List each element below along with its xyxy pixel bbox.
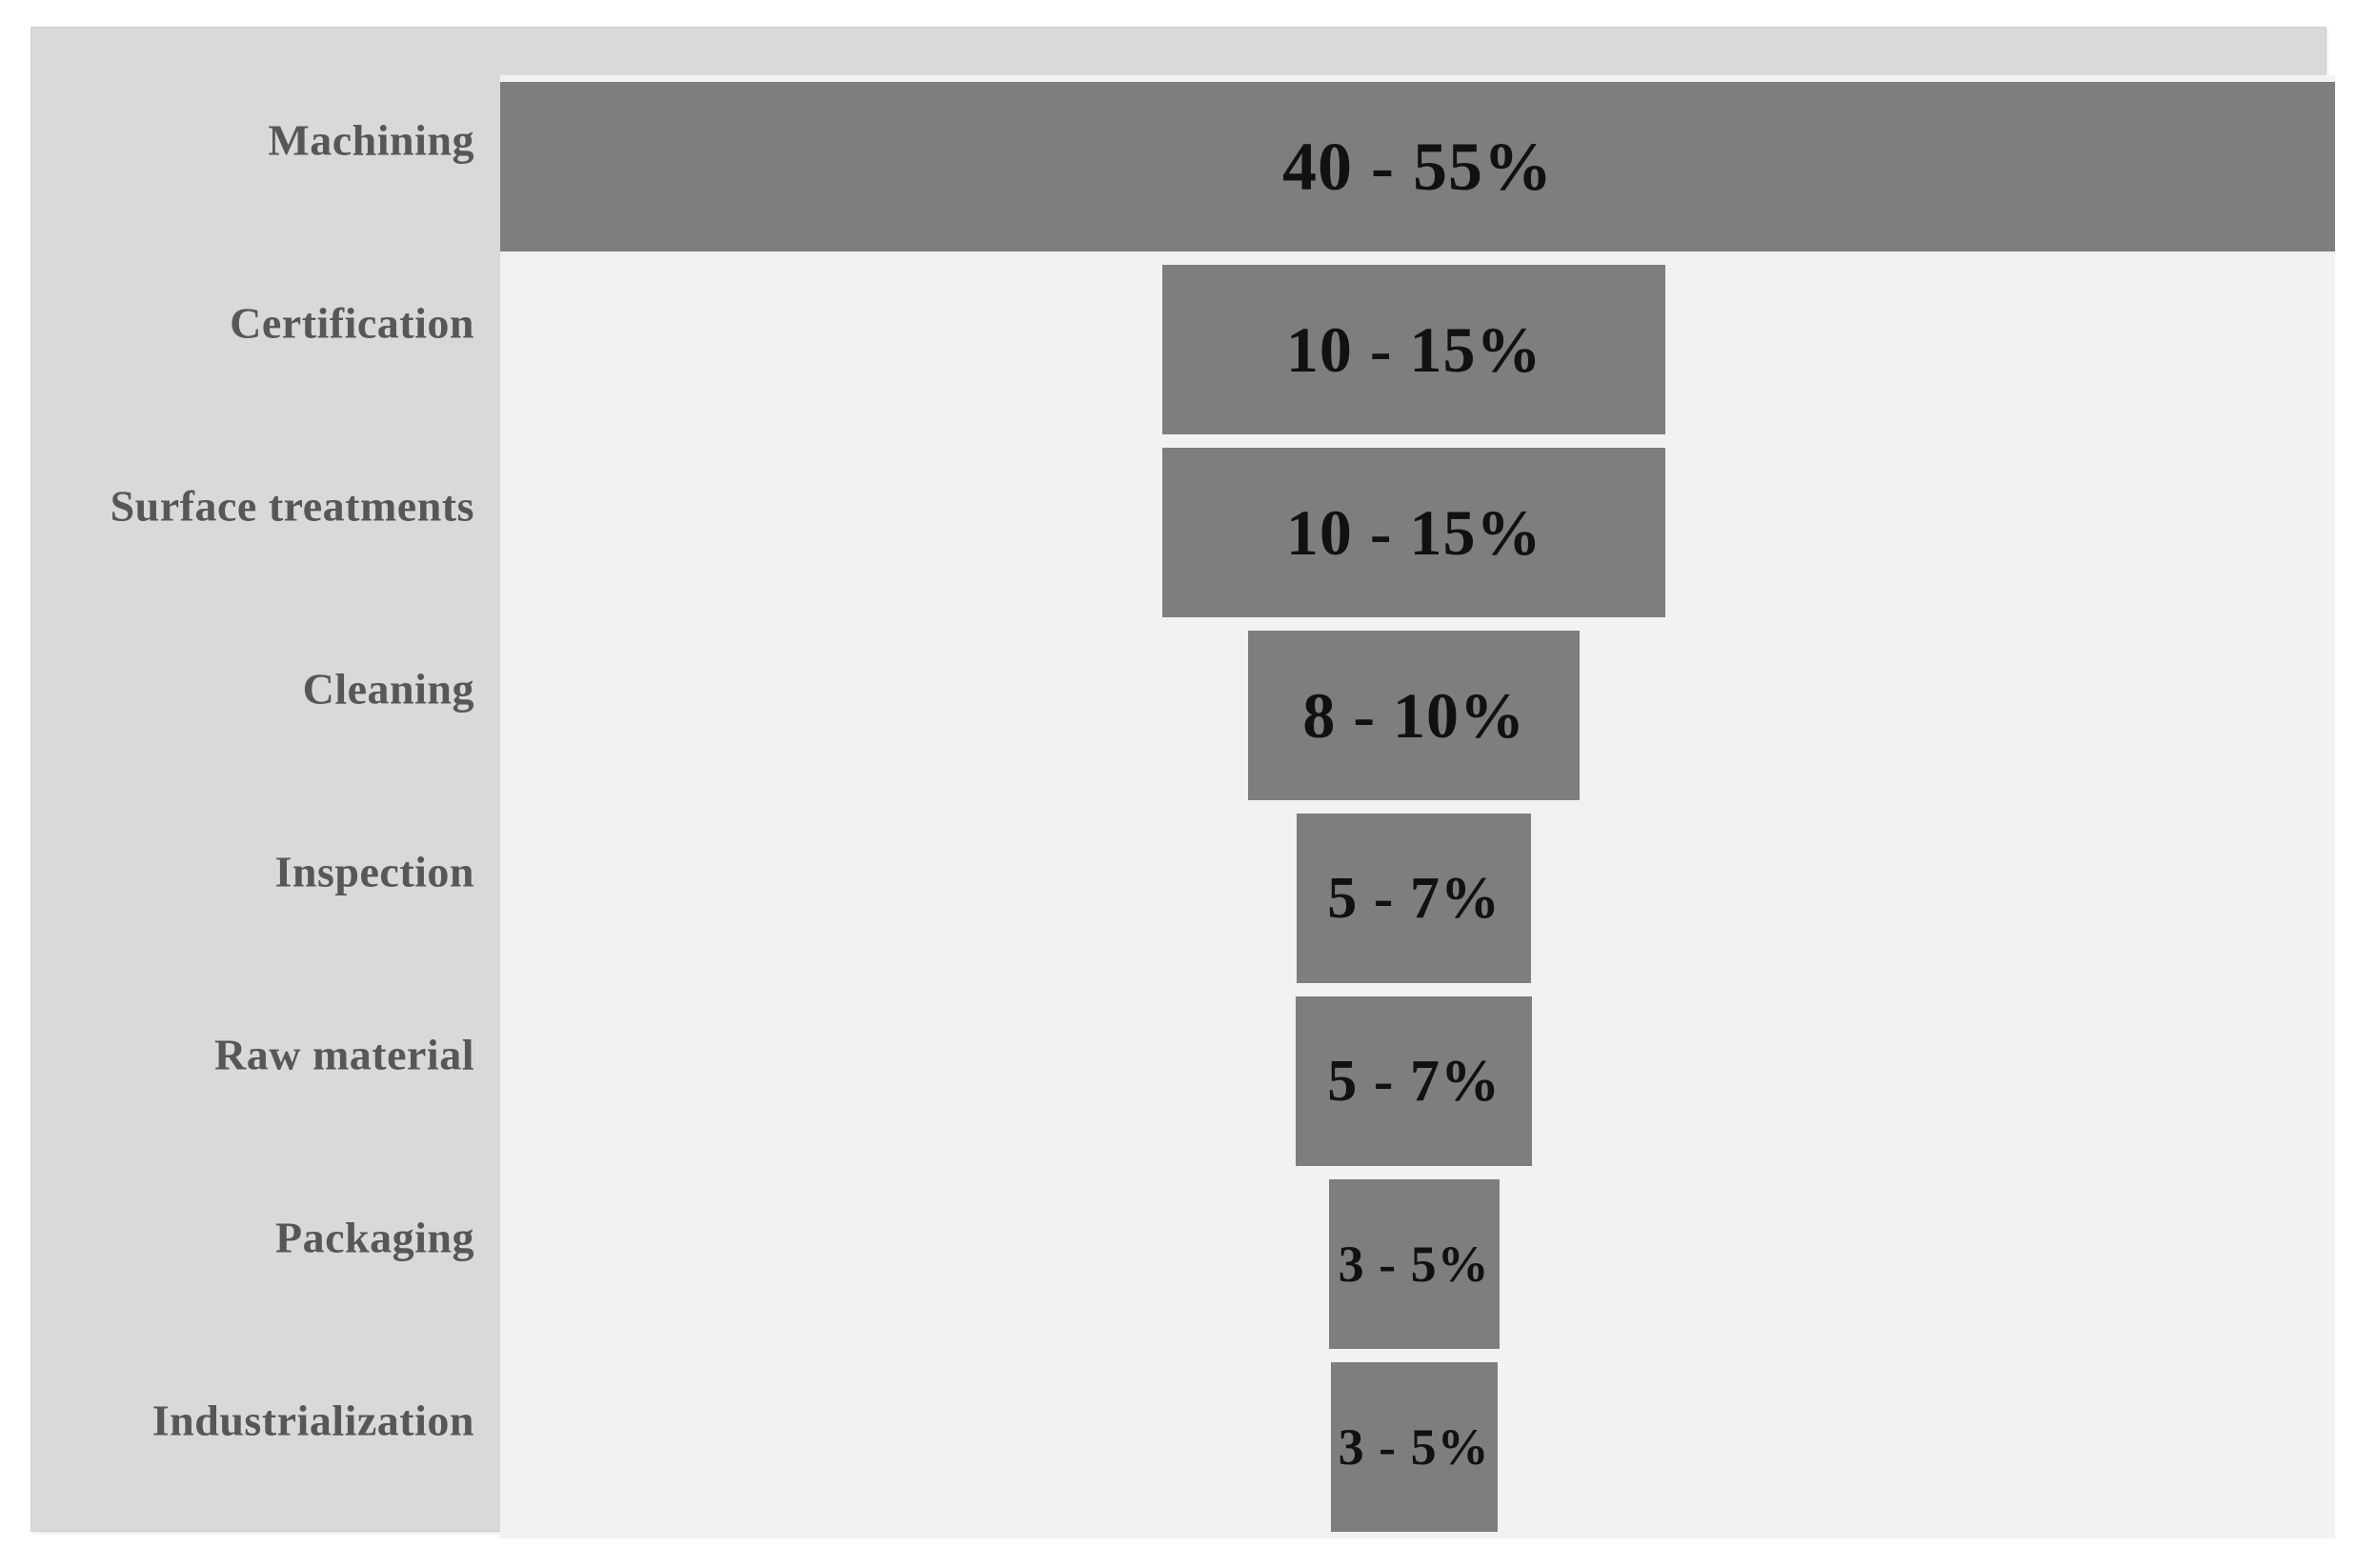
funnel-bar: 3 - 5% [1328,1179,1500,1349]
category-label: Machining [268,115,474,165]
category-label: Surface treatments [110,481,474,531]
bar-value-label: 10 - 15% [1285,495,1542,569]
category-label: Certification [230,298,474,348]
plot-area: 40 - 55% 10 - 15% 10 - 15% 8 - 10% 5 - 7% 5 -… [500,75,2335,1538]
funnel-bar: 5 - 7% [1296,814,1532,983]
category-label: Inspection [274,847,474,896]
bar-value-label: 3 - 5% [1338,1418,1490,1476]
bar-value-label: 5 - 7% [1327,1048,1501,1114]
category-label: Packaging [275,1213,474,1262]
category-label: Raw material [214,1030,474,1079]
funnel-bar: 5 - 7% [1295,996,1533,1166]
bar-value-label: 8 - 10% [1302,678,1525,752]
chart-panel: Machining Certification Surface treatments… [30,27,2335,1538]
funnel-bar: 8 - 10% [1247,631,1581,800]
category-label: Industrialization [151,1396,474,1445]
funnel-bar: 3 - 5% [1330,1362,1498,1532]
bar-value-label: 5 - 7% [1327,865,1501,931]
bar-value-label: 3 - 5% [1338,1236,1490,1293]
category-label: Cleaning [302,664,474,714]
funnel-bar: 40 - 55% [500,82,2335,251]
bar-value-label: 10 - 15% [1285,312,1542,386]
funnel-bar: 10 - 15% [1162,265,1665,434]
funnel-bar: 10 - 15% [1162,448,1665,617]
bar-value-label: 40 - 55% [1282,128,1553,205]
